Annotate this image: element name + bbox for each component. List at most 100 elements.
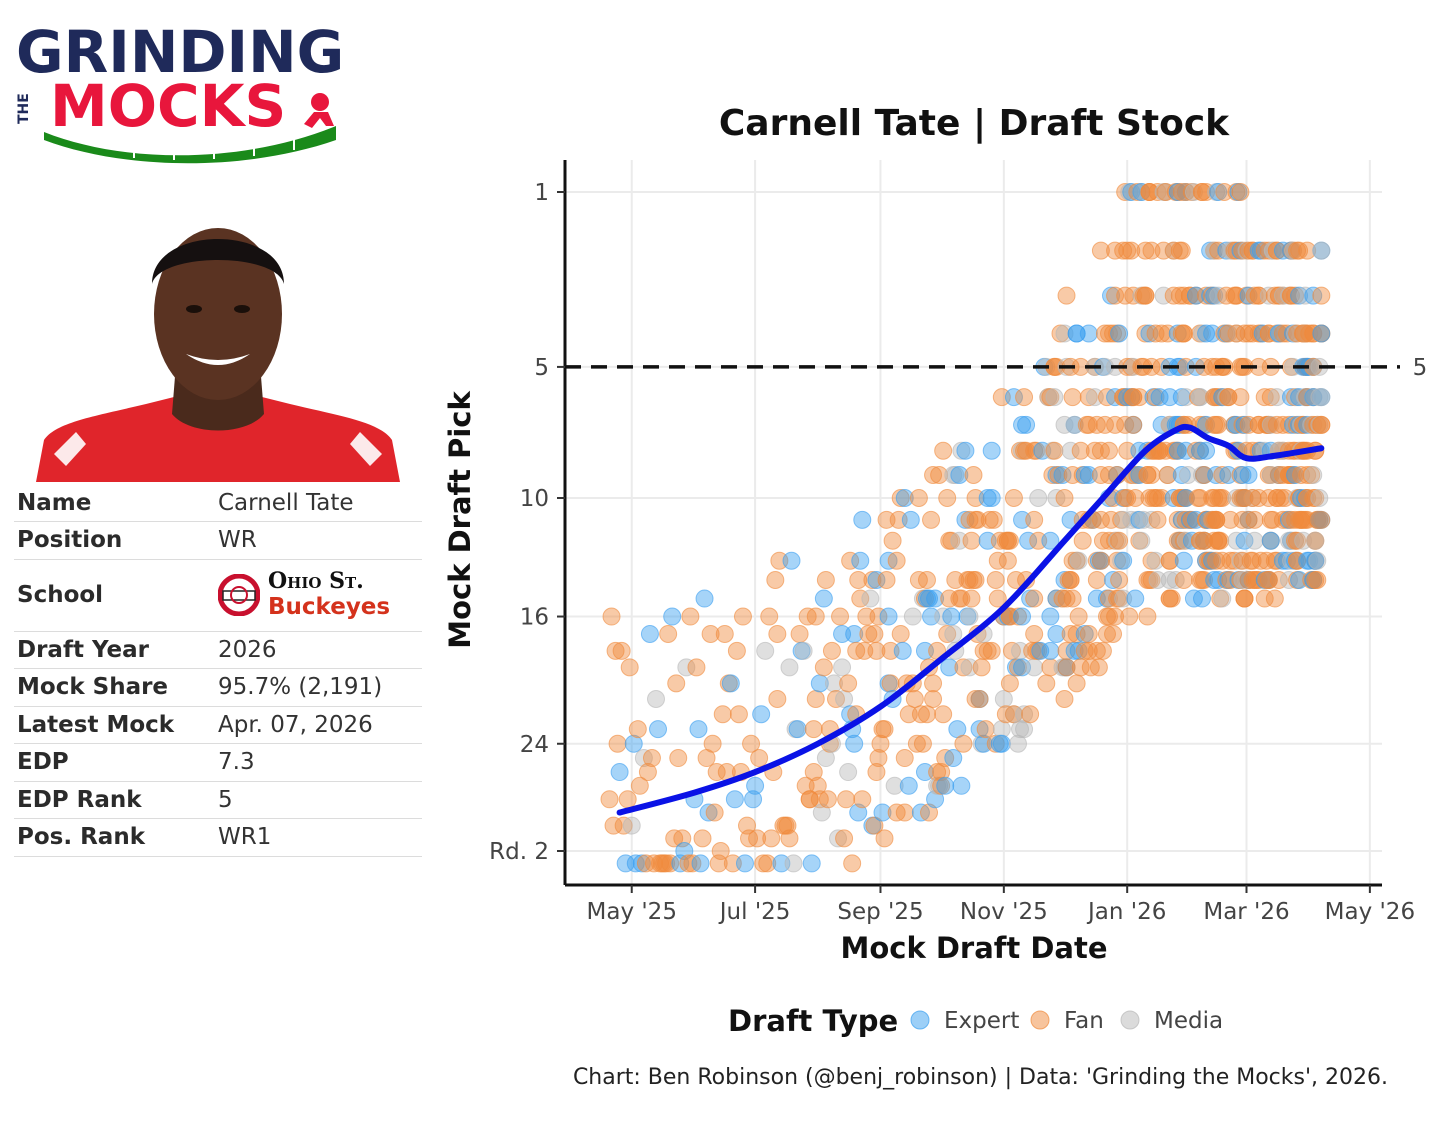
scatter-point bbox=[1306, 488, 1325, 507]
scatter-point bbox=[1245, 510, 1264, 529]
scatter-point bbox=[1281, 551, 1300, 570]
scatter-point bbox=[954, 734, 973, 753]
scatter-point bbox=[1239, 286, 1258, 305]
scatter-point bbox=[1067, 674, 1086, 693]
scatter-point bbox=[1205, 531, 1224, 550]
scatter-point bbox=[1071, 441, 1090, 460]
scatter-point bbox=[1251, 551, 1270, 570]
scatter-point bbox=[952, 441, 971, 460]
scatter-point bbox=[1178, 466, 1197, 485]
scatter-point bbox=[1104, 570, 1123, 589]
scatter-point bbox=[911, 705, 930, 724]
scatter-point bbox=[1099, 441, 1118, 460]
scatter-point bbox=[1110, 589, 1129, 608]
scatter-point bbox=[1176, 510, 1195, 529]
scatter-point bbox=[1025, 510, 1044, 529]
scatter-point bbox=[620, 658, 639, 677]
scatter-point bbox=[1263, 241, 1282, 260]
scatter-point bbox=[649, 720, 668, 739]
x-tick-label: May '25 bbox=[587, 899, 677, 925]
scatter-point bbox=[849, 570, 868, 589]
scatter-point bbox=[994, 689, 1013, 708]
scatter-point bbox=[703, 734, 722, 753]
info-row-latest-mock: Latest Mock Apr. 07, 2026 bbox=[14, 706, 422, 744]
scatter-point bbox=[920, 589, 939, 608]
scatter-point bbox=[1045, 441, 1064, 460]
scatter-point bbox=[895, 749, 914, 768]
scatter-point bbox=[1102, 286, 1121, 305]
scatter-point bbox=[1136, 286, 1155, 305]
scatter-point bbox=[966, 689, 985, 708]
scatter-point bbox=[1120, 607, 1139, 626]
scatter-point bbox=[1004, 388, 1023, 407]
scatter-point bbox=[863, 570, 882, 589]
scatter-point bbox=[1041, 388, 1060, 407]
info-key: Draft Year bbox=[14, 631, 215, 669]
trend-curve bbox=[616, 423, 1325, 816]
scatter-point bbox=[992, 720, 1011, 739]
scatter-point bbox=[1174, 324, 1193, 343]
scatter-point bbox=[1061, 624, 1080, 643]
scatter-point bbox=[1124, 415, 1143, 434]
logo-field-swoosh bbox=[44, 126, 336, 164]
chart-caption: Chart: Ben Robinson (@benj_robinson) | D… bbox=[573, 1065, 1388, 1090]
scatter-point bbox=[1286, 286, 1305, 305]
scatter-point bbox=[806, 607, 825, 626]
scatter-point bbox=[701, 624, 720, 643]
scatter-point bbox=[1243, 488, 1262, 507]
scatter-point bbox=[1245, 286, 1264, 305]
scatter-point bbox=[758, 854, 777, 873]
scatter-point bbox=[1172, 388, 1191, 407]
scatter-point bbox=[879, 607, 898, 626]
scatter-point bbox=[1271, 488, 1290, 507]
scatter-point bbox=[835, 689, 854, 708]
scatter-point bbox=[934, 705, 953, 724]
scatter-point bbox=[647, 689, 666, 708]
scatter-point bbox=[1079, 388, 1098, 407]
scatter-point bbox=[1193, 589, 1212, 608]
scatter-point bbox=[1075, 624, 1094, 643]
scatter-point bbox=[1136, 241, 1155, 260]
player-info-table: Name Carnell Tate Position WR School Ohio … bbox=[14, 484, 422, 857]
scatter-point bbox=[982, 488, 1001, 507]
legend-label: Fan bbox=[1064, 1008, 1104, 1034]
scatter-point bbox=[1265, 589, 1284, 608]
scatter-point bbox=[938, 488, 957, 507]
scatter-point bbox=[804, 763, 823, 782]
scatter-point bbox=[938, 624, 957, 643]
scatter-point bbox=[1045, 388, 1064, 407]
scatter-point bbox=[875, 829, 894, 848]
scatter-point bbox=[1213, 488, 1232, 507]
scatter-point bbox=[930, 466, 949, 485]
info-row-mock-share: Mock Share 95.7% (2,191) bbox=[14, 668, 422, 707]
scatter-point bbox=[1089, 658, 1108, 677]
scatter-point bbox=[1255, 589, 1274, 608]
scatter-point bbox=[1284, 241, 1303, 260]
scatter-point bbox=[982, 441, 1001, 460]
scatter-point bbox=[812, 803, 831, 822]
scatter-point bbox=[725, 790, 744, 809]
scatter-point bbox=[1069, 551, 1088, 570]
scatter-point bbox=[727, 641, 746, 660]
scatter-point bbox=[1193, 324, 1212, 343]
y-tick-label: 16 bbox=[520, 605, 549, 631]
scatter-point bbox=[818, 790, 837, 809]
scatter-point bbox=[707, 763, 726, 782]
scatter-point bbox=[602, 607, 621, 626]
scatter-point bbox=[1106, 415, 1125, 434]
scatter-point bbox=[924, 689, 943, 708]
scatter-point bbox=[1055, 689, 1074, 708]
scatter-point bbox=[1154, 241, 1173, 260]
info-key: EDP Rank bbox=[14, 781, 215, 819]
scatter-point bbox=[1085, 441, 1104, 460]
scatter-point bbox=[1195, 570, 1214, 589]
scatter-point bbox=[742, 734, 761, 753]
scatter-point bbox=[970, 720, 989, 739]
scatter-point bbox=[988, 551, 1007, 570]
scatter-point bbox=[616, 854, 635, 873]
scatter-point bbox=[1146, 388, 1165, 407]
scatter-point bbox=[875, 720, 894, 739]
scatter-point bbox=[1027, 441, 1046, 460]
scatter-point bbox=[1168, 324, 1187, 343]
scatter-point bbox=[1142, 510, 1161, 529]
